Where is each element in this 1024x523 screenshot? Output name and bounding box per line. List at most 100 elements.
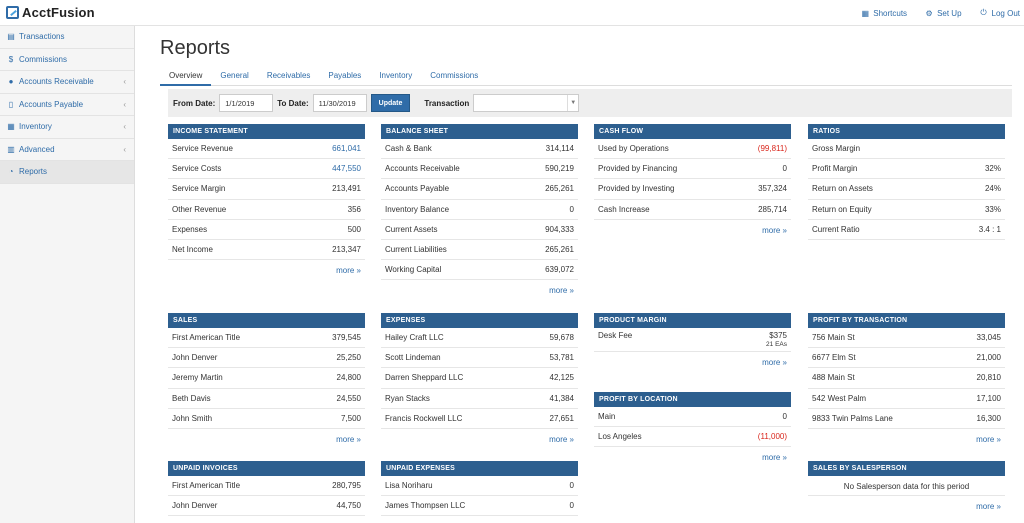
more-link[interactable]: more » — [549, 286, 574, 296]
row-label: Profit Margin — [812, 164, 858, 174]
report-row[interactable]: Service Revenue 661,041 — [168, 139, 365, 160]
panel-header: INCOME STATEMENT — [168, 124, 365, 139]
report-row[interactable]: Provided by Investing 357,324 — [594, 179, 791, 200]
report-row[interactable]: John Denver 25,250 — [168, 348, 365, 369]
report-row[interactable]: Main 0 — [594, 407, 791, 428]
more-link[interactable]: more » — [549, 434, 574, 444]
row-label: 756 Main St — [812, 333, 855, 343]
report-row[interactable]: 488 Main St 20,810 — [808, 368, 1005, 389]
report-row[interactable]: Working Capital 639,072 — [381, 260, 578, 281]
report-row[interactable]: Other Revenue 356 — [168, 200, 365, 220]
sidebar-item-accounts-receivable[interactable]: ● Accounts Receivable ‹ — [0, 71, 134, 94]
report-row[interactable]: Jeremy Martin 24,800 — [168, 368, 365, 389]
sidebar-item-inventory[interactable]: ▦ Inventory ‹ — [0, 116, 134, 139]
report-row[interactable]: Current Assets 904,333 — [381, 220, 578, 240]
row-value-text: 314,114 — [545, 144, 574, 154]
app-logo[interactable]: AcctFusion — [6, 5, 95, 20]
sidebar-item-advanced[interactable]: ▥ Advanced ‹ — [0, 139, 134, 161]
report-row[interactable]: Expenses 500 — [168, 220, 365, 240]
report-row[interactable]: Current Ratio 3.4 : 1 — [808, 220, 1005, 240]
row-value: 7,500 — [341, 414, 361, 423]
sidebar-item-accounts-payable[interactable]: ▯ Accounts Payable ‹ — [0, 94, 134, 116]
report-row[interactable]: Cash Increase 285,714 — [594, 200, 791, 220]
report-row[interactable]: Los Angeles (11,000) — [594, 427, 791, 448]
sidebar-item-reports[interactable]: ◔ Reports — [0, 161, 134, 184]
more-link-row: more » — [381, 429, 578, 447]
row-value: 53,781 — [550, 353, 574, 362]
to-date-input[interactable]: 11/30/2019 — [312, 94, 367, 112]
report-row[interactable]: Darren Sheppard LLC 42,125 — [381, 368, 578, 389]
report-row[interactable]: Francis Rockwell LLC 27,651 — [381, 409, 578, 429]
report-row[interactable]: Cash & Bank 314,114 — [381, 139, 578, 160]
more-link[interactable]: more » — [336, 266, 361, 276]
row-value-text: 20,810 — [976, 373, 1001, 383]
setup-link[interactable]: ⚙ Set Up — [925, 8, 961, 18]
report-row[interactable]: Provided by Financing 0 — [594, 159, 791, 180]
report-row[interactable]: Beth Davis 24,550 — [168, 389, 365, 409]
more-link[interactable]: more » — [762, 225, 787, 235]
row-value: 21,000 — [977, 353, 1001, 362]
report-row[interactable]: 6677 Elm St 21,000 — [808, 348, 1005, 369]
report-row[interactable]: Return on Equity 33% — [808, 200, 1005, 220]
report-row[interactable]: Gross Margin — [808, 139, 1005, 160]
tab-receivables[interactable]: Receivables — [266, 71, 311, 80]
report-row[interactable]: John Smith 7,500 — [168, 409, 365, 429]
more-link[interactable]: more » — [976, 502, 1001, 511]
report-row[interactable]: Service Margin 213,491 — [168, 179, 365, 200]
report-row[interactable]: Net Income 213,347 — [168, 240, 365, 261]
report-row[interactable]: James Thompsen LLC 0 — [381, 496, 578, 517]
report-row[interactable]: Return on Assets 24% — [808, 179, 1005, 200]
report-row[interactable]: First American Title 379,545 — [168, 328, 365, 349]
row-value-text: 17,100 — [976, 393, 1001, 403]
more-link[interactable]: more » — [336, 434, 361, 444]
report-row[interactable]: Service Costs 447,550 — [168, 159, 365, 180]
sidebar-item-label: Advanced — [19, 144, 55, 154]
row-label: 9833 Twin Palms Lane — [812, 413, 893, 423]
row-value: 500 — [348, 225, 361, 234]
update-button[interactable]: Update — [370, 94, 411, 112]
shortcuts-link[interactable]: ▦ Shortcuts — [861, 8, 907, 18]
tab-payables[interactable]: Payables — [328, 71, 362, 80]
row-value: 59,678 — [550, 333, 574, 342]
income-statement-panel: INCOME STATEMENT Service Revenue 661,041… — [168, 124, 365, 278]
transaction-select[interactable]: ▼ — [473, 94, 580, 112]
report-row[interactable]: John Denver 44,750 — [168, 496, 365, 517]
more-link[interactable]: more » — [762, 453, 787, 463]
report-row[interactable]: Hailey Craft LLC 59,678 — [381, 328, 578, 349]
report-row[interactable]: 542 West Palm 17,100 — [808, 389, 1005, 409]
report-row[interactable]: Current Liabilities 265,261 — [381, 240, 578, 261]
row-label: Inventory Balance — [385, 204, 450, 214]
report-row[interactable]: Accounts Payable 265,261 — [381, 179, 578, 200]
report-row[interactable]: Scott Lindeman 53,781 — [381, 348, 578, 369]
from-date-input[interactable]: 1/1/2019 — [219, 94, 274, 112]
report-row[interactable]: Desk Fee $375 21 EAs — [594, 328, 791, 352]
more-link[interactable]: more » — [762, 358, 787, 367]
sidebar-item-commissions[interactable]: $ Commissions — [0, 49, 134, 71]
more-link[interactable]: more » — [976, 434, 1001, 444]
tab-commissions[interactable]: Commissions — [430, 71, 479, 80]
report-row[interactable]: Lisa Noriharu 0 — [381, 476, 578, 497]
row-label: Ryan Stacks — [385, 393, 430, 403]
report-row[interactable]: 756 Main St 33,045 — [808, 328, 1005, 349]
report-row[interactable]: Used by Operations (99,811) — [594, 139, 791, 160]
report-row[interactable]: 9833 Twin Palms Lane 16,300 — [808, 409, 1005, 429]
report-row[interactable]: Accounts Receivable 590,219 — [381, 159, 578, 180]
row-label: Scott Lindeman — [385, 353, 441, 363]
row-value-text: 41,384 — [549, 393, 574, 403]
row-value-text: 32% — [984, 164, 1001, 174]
unpaid-invoices-panel: UNPAID INVOICES First American Title 280… — [168, 461, 365, 517]
user-icon: ● — [8, 77, 14, 87]
report-row[interactable]: First American Title 280,795 — [168, 476, 365, 497]
sidebar-item-transactions[interactable]: ▤ Transactions — [0, 26, 134, 49]
row-value: 904,333 — [545, 225, 574, 234]
report-row[interactable]: Ryan Stacks 41,384 — [381, 389, 578, 409]
tab-inventory[interactable]: Inventory — [379, 71, 413, 80]
report-row[interactable]: Inventory Balance 0 — [381, 200, 578, 220]
logout-link[interactable]: ⏻ Log Out — [980, 8, 1020, 18]
row-value-text: 59,678 — [549, 333, 574, 343]
tab-overview[interactable]: Overview — [160, 68, 212, 86]
row-value: 24,800 — [337, 373, 361, 382]
calculator-icon: ▥ — [7, 144, 15, 154]
tab-general[interactable]: General — [220, 71, 249, 80]
report-row[interactable]: Profit Margin 32% — [808, 159, 1005, 180]
